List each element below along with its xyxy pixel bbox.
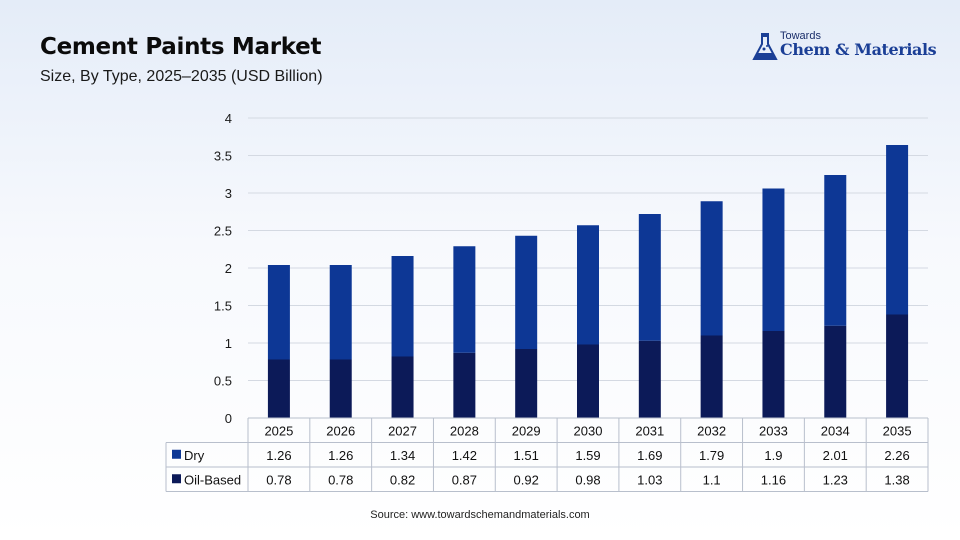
x-tick-label: 2025 bbox=[264, 423, 293, 438]
bar-oil-based-2033 bbox=[762, 331, 785, 418]
data-label: 1.42 bbox=[452, 448, 477, 463]
y-tick-label: 3 bbox=[225, 186, 232, 201]
data-label: 1.1 bbox=[703, 472, 721, 487]
chart-subtitle: Size, By Type, 2025–2035 (USD Billion) bbox=[40, 68, 323, 85]
data-label: 1.16 bbox=[761, 472, 786, 487]
data-label: 0.92 bbox=[514, 472, 539, 487]
y-tick-label: 1.5 bbox=[214, 299, 232, 314]
x-tick-label: 2026 bbox=[326, 423, 355, 438]
bar-oil-based-2029 bbox=[515, 349, 538, 418]
bar-dry-2029 bbox=[515, 235, 538, 349]
data-table: 2025 2026 2027 2028 2029 2030 2031 2032 2033 2034… bbox=[165, 417, 929, 492]
x-tick-label: 2035 bbox=[883, 423, 912, 438]
data-label: 0.78 bbox=[266, 472, 291, 487]
source-note: Source: www.towardschemandmaterials.com bbox=[370, 509, 590, 521]
chart-title: Cement Paints Market bbox=[40, 34, 322, 60]
bar-dry-2030 bbox=[577, 225, 599, 345]
data-label: 1.38 bbox=[884, 472, 909, 487]
data-label: 1.26 bbox=[328, 448, 353, 463]
bars bbox=[267, 145, 909, 418]
x-tick-label: 2027 bbox=[388, 423, 417, 438]
bar-dry-2028 bbox=[453, 246, 476, 353]
legend-swatch-dry bbox=[172, 449, 181, 459]
bar-oil-based-2034 bbox=[824, 325, 847, 418]
x-tick-label: 2033 bbox=[759, 423, 788, 438]
x-tick-label: 2034 bbox=[821, 423, 850, 438]
data-label: 1.9 bbox=[764, 448, 782, 463]
data-label: 0.82 bbox=[390, 472, 415, 487]
y-tick-label: 2 bbox=[225, 261, 232, 276]
x-tick-label: 2030 bbox=[574, 423, 603, 438]
bar-oil-based-2031 bbox=[638, 340, 661, 418]
data-label: 1.51 bbox=[514, 448, 539, 463]
y-tick-label: 1 bbox=[225, 336, 232, 351]
bar-dry-2031 bbox=[638, 214, 661, 341]
data-label: 0.87 bbox=[452, 472, 477, 487]
bar-oil-based-2035 bbox=[886, 314, 909, 418]
data-label: 0.78 bbox=[328, 472, 353, 487]
bar-dry-2026 bbox=[329, 265, 352, 360]
x-tick-label: 2032 bbox=[697, 423, 726, 438]
y-tick-label: 0.5 bbox=[214, 374, 232, 389]
flask-icon bbox=[752, 33, 778, 60]
x-tick-label: 2031 bbox=[635, 423, 664, 438]
logo-top-text: Towards bbox=[780, 30, 821, 42]
legend-label: Dry bbox=[184, 448, 205, 463]
data-label: 2.26 bbox=[884, 448, 909, 463]
bar-dry-2032 bbox=[700, 201, 723, 336]
data-label: 2.01 bbox=[823, 448, 848, 463]
y-axis-ticks: 0 0.5 1 1.5 2 2.5 3 3.5 4 bbox=[214, 111, 232, 426]
bar-oil-based-2030 bbox=[577, 344, 599, 418]
bar-dry-2035 bbox=[886, 145, 909, 315]
bar-dry-2034 bbox=[824, 175, 847, 326]
data-label: 1.79 bbox=[699, 448, 724, 463]
x-tick-label: 2029 bbox=[512, 423, 541, 438]
legend-label: Oil-Based bbox=[184, 472, 241, 487]
data-label: 1.69 bbox=[637, 448, 662, 463]
data-label: 1.34 bbox=[390, 448, 415, 463]
logo-main-text: Chem & Materials bbox=[780, 40, 937, 59]
data-label: 1.03 bbox=[637, 472, 662, 487]
bar-dry-2025 bbox=[267, 265, 290, 360]
y-tick-label: 4 bbox=[225, 111, 232, 126]
bar-oil-based-2032 bbox=[700, 335, 723, 418]
data-label: 1.26 bbox=[266, 448, 291, 463]
bar-dry-2033 bbox=[762, 188, 785, 331]
data-label: 1.23 bbox=[823, 472, 848, 487]
y-tick-label: 0 bbox=[225, 411, 232, 426]
bar-dry-2027 bbox=[391, 256, 414, 357]
bar-oil-based-2025 bbox=[267, 359, 290, 418]
bar-oil-based-2026 bbox=[329, 359, 352, 418]
y-tick-label: 2.5 bbox=[214, 224, 232, 239]
data-label: 1.59 bbox=[575, 448, 600, 463]
x-tick-label: 2028 bbox=[450, 423, 479, 438]
bar-oil-based-2027 bbox=[391, 356, 414, 418]
data-label: 0.98 bbox=[575, 472, 600, 487]
brand-logo: Towards Chem & Materials bbox=[750, 28, 940, 64]
legend-swatch-oil-based bbox=[172, 474, 181, 484]
bar-oil-based-2028 bbox=[453, 352, 476, 418]
y-tick-label: 3.5 bbox=[214, 149, 232, 164]
